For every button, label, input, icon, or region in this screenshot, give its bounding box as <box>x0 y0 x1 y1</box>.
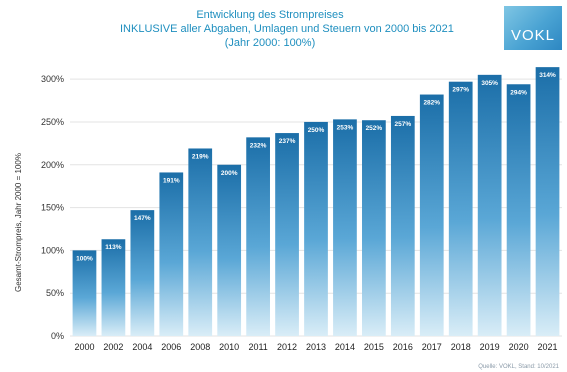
y-axis-ticks: 0% 50% 100% 150% 200% 250% 300% <box>41 74 64 341</box>
x-tick-label: 2011 <box>248 342 267 352</box>
bar-value-label: 250% <box>308 127 325 134</box>
chart-subtitle: INKLUSIVE aller Abgaben, Umlagen und Ste… <box>120 23 454 35</box>
x-axis-ticks: 2000 2002 2004 2006 2008 2010 2011 2012 2013 2014… <box>74 342 557 352</box>
x-tick-label: 2018 <box>451 342 471 352</box>
y-tick-label: 150% <box>41 203 64 213</box>
x-tick-label: 2006 <box>161 342 181 352</box>
x-tick-label: 2019 <box>480 342 500 352</box>
bar-value-label: 147% <box>134 215 151 222</box>
bars <box>72 67 560 337</box>
bar-2000 <box>72 250 97 336</box>
chart-subtitle-note: (Jahr 2000: 100%) <box>224 37 316 49</box>
logo-text: VOKL <box>510 27 556 44</box>
x-tick-label: 2020 <box>509 342 529 352</box>
bar-2015 <box>362 120 386 336</box>
bar-2017 <box>419 94 444 336</box>
chart-title: Entwicklung des Strompreises <box>196 9 344 21</box>
x-tick-label: 2015 <box>364 342 384 352</box>
x-tick-label: 2016 <box>393 342 413 352</box>
bar-2020 <box>506 84 531 336</box>
bar-value-label: 219% <box>192 153 209 160</box>
bar-value-label: 257% <box>395 121 412 128</box>
x-tick-label: 2010 <box>219 342 239 352</box>
y-axis-label: Gesamt-Strompreis, Jahr 2000 = 100% <box>14 153 23 292</box>
x-tick-label: 2014 <box>335 342 355 352</box>
y-tick-label: 200% <box>41 160 64 170</box>
x-tick-label: 2021 <box>538 342 558 352</box>
bar-2018 <box>448 81 473 336</box>
x-tick-label: 2013 <box>306 342 326 352</box>
y-tick-label: 250% <box>41 117 64 127</box>
bar-2010 <box>217 164 242 336</box>
x-tick-label: 2017 <box>422 342 442 352</box>
y-tick-label: 0% <box>51 331 64 341</box>
bar-labels: 100% 113% 147% 191% 219% 200% 232% 237% 250% 253%… <box>76 72 556 262</box>
bar-2014 <box>333 119 357 337</box>
vokl-logo: VOKL <box>504 6 562 50</box>
bar-2019 <box>477 74 502 336</box>
bar-value-label: 232% <box>250 142 267 149</box>
x-tick-label: 2008 <box>190 342 210 352</box>
chart-title-block: Entwicklung des Strompreises INKLUSIVE a… <box>120 8 454 50</box>
bar-value-label: 294% <box>510 89 527 96</box>
bar-value-label: 297% <box>452 87 469 94</box>
bar-value-label: 305% <box>481 80 498 87</box>
x-tick-label: 2000 <box>74 342 94 352</box>
bar-value-label: 237% <box>279 138 296 145</box>
x-tick-label: 2012 <box>277 342 297 352</box>
source-note: Quelle: VOKL, Stand: 10/2021 <box>478 364 559 370</box>
bar-value-label: 314% <box>539 72 556 79</box>
bar-2004 <box>130 210 155 336</box>
bar-value-label: 282% <box>423 100 440 107</box>
bar-2011 <box>246 137 270 336</box>
y-tick-label: 50% <box>46 288 64 298</box>
bar-value-label: 253% <box>337 124 354 131</box>
bar-value-label: 191% <box>163 177 180 184</box>
bar-value-label: 100% <box>76 255 93 262</box>
bar-2013 <box>304 121 328 336</box>
x-tick-label: 2002 <box>103 342 123 352</box>
bar-2012 <box>275 133 299 336</box>
bar-value-label: 200% <box>221 170 238 177</box>
bar-2008 <box>188 148 213 336</box>
bar-value-label: 113% <box>105 244 121 251</box>
y-tick-label: 100% <box>41 245 64 255</box>
bar-2016 <box>390 115 415 336</box>
bar-value-label: 252% <box>366 125 383 132</box>
x-tick-label: 2004 <box>132 342 152 352</box>
y-tick-label: 300% <box>41 74 64 84</box>
bar-2006 <box>159 172 184 336</box>
bar-2021 <box>535 67 560 336</box>
bar-2002 <box>101 239 126 336</box>
